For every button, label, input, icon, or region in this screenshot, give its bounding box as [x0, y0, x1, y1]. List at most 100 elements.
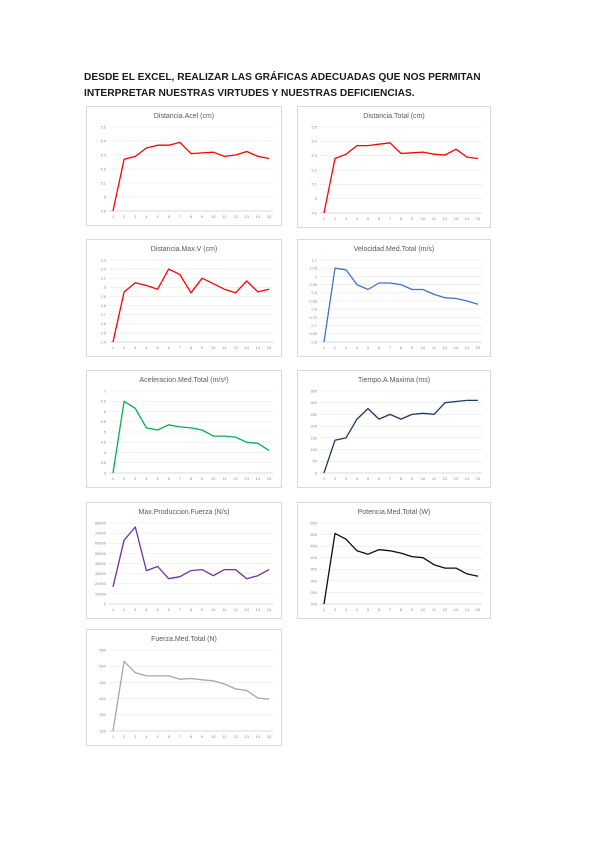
x-tick-label: 9: [201, 607, 204, 612]
y-tick-label: 4.9: [100, 208, 106, 213]
chart-distancia-max-v: Distancia.Max.V (cm) 2.4 2.5 2.6 2.7 2.8 2.9 3 3…: [86, 239, 282, 357]
y-tick-label: 0: [315, 470, 318, 475]
x-tick-label: 6: [168, 607, 171, 612]
y-tick-label: 0.9: [311, 290, 317, 295]
page-heading: DESDE EL EXCEL, REALIZAR LAS GRÁFICAS AD…: [84, 72, 481, 99]
chart-svg: Velocidad.Med.Total (m/s) 0.6 0.65 0.7 0.75 0…: [309, 246, 482, 350]
x-tick-label: 12: [443, 345, 448, 350]
x-tick-label: 10: [421, 345, 426, 350]
x-tick-label: 5: [156, 214, 159, 219]
chart-potencia-med-total: Potencia.Med.Total (W) 200 250 300 350 400 450…: [297, 502, 491, 619]
x-tick-label: 8: [190, 345, 193, 350]
y-tick-label: 5.2: [100, 166, 106, 171]
y-tick-label: 1.05: [309, 266, 318, 271]
x-tick-label: 9: [201, 734, 204, 739]
y-tick-label: 450: [310, 544, 317, 549]
y-tick-label: 300: [310, 400, 317, 405]
x-tick-label: 6: [168, 345, 171, 350]
y-tick-label: 3.5: [100, 460, 106, 465]
x-tick-label: 6: [168, 214, 171, 219]
x-tick-label: 11: [222, 607, 227, 612]
y-tick-label: 3.3: [100, 257, 106, 262]
x-tick-label: 9: [411, 345, 414, 350]
y-tick-label: 3: [104, 470, 107, 475]
y-tick-label: 0.85: [309, 298, 318, 303]
x-tick-label: 10: [211, 607, 216, 612]
y-tick-label: 5.4: [100, 138, 106, 143]
x-tick-label: 15: [267, 734, 272, 739]
x-tick-label: 7: [389, 345, 392, 350]
y-tick-label: 60000: [95, 541, 107, 546]
x-tick-label: 11: [222, 345, 227, 350]
y-tick-label: 5.5: [100, 419, 106, 424]
x-tick-label: 11: [222, 214, 227, 219]
chart-distancia-acel: Distancia.Acel (cm) 4.9 5 5.1 5.2 5.3 5.4 5.5 1 2…: [86, 106, 282, 226]
x-tick-label: 7: [389, 607, 392, 612]
chart-tiempo-a-maxima: Tiempo.A.Maxima (ms) 0 50 100 150 200 250 300 35…: [297, 370, 491, 488]
y-tick-label: 4: [104, 450, 107, 455]
series-line: [112, 526, 270, 587]
y-tick-label: 350: [310, 388, 317, 393]
series-line: [112, 141, 270, 212]
x-tick-label: 2: [123, 607, 126, 612]
x-tick-label: 4: [145, 214, 148, 219]
x-tick-label: 6: [378, 345, 381, 350]
x-tick-label: 8: [400, 476, 403, 481]
x-tick-label: 11: [222, 476, 227, 481]
x-tick-label: 12: [443, 607, 448, 612]
x-tick-label: 9: [411, 476, 414, 481]
chart-title: Aceleracion.Med.Total (m/s²): [139, 377, 228, 384]
x-tick-label: 9: [201, 345, 204, 350]
x-tick-label: 15: [267, 607, 272, 612]
y-tick-label: 250: [310, 412, 317, 417]
y-tick-label: 4.9: [311, 210, 317, 215]
y-tick-label: 100: [310, 447, 317, 452]
chart-distancia-total: Distancia.Total (cm) 4.9 5 5.1 5.2 5.3 5.4 5.5 1…: [297, 106, 491, 228]
x-tick-label: 7: [179, 476, 182, 481]
x-tick-label: 15: [267, 345, 272, 350]
x-tick-label: 2: [334, 476, 337, 481]
y-tick-label: 200: [310, 601, 317, 606]
y-tick-label: 6: [104, 409, 107, 414]
y-tick-label: 1.1: [311, 257, 317, 262]
x-tick-label: 3: [345, 345, 348, 350]
y-tick-label: 200: [310, 424, 317, 429]
y-tick-label: 0.6: [311, 339, 317, 344]
x-tick-label: 4: [356, 476, 359, 481]
x-tick-label: 6: [168, 734, 171, 739]
x-tick-label: 1: [112, 214, 115, 219]
series-line: [112, 400, 270, 474]
y-tick-label: 5.3: [311, 153, 317, 158]
x-tick-label: 3: [134, 476, 137, 481]
y-tick-label: 3.2: [100, 267, 106, 272]
y-tick-label: 2.4: [100, 339, 106, 344]
chart-svg: Potencia.Med.Total (W)200250300350400450…: [310, 509, 482, 612]
series-line: [112, 660, 270, 732]
x-tick-label: 4: [356, 216, 359, 221]
series-line: [323, 267, 479, 343]
x-tick-label: 5: [367, 345, 370, 350]
y-tick-label: 20000: [95, 581, 107, 586]
x-tick-label: 1: [112, 345, 115, 350]
y-tick-label: 400: [99, 696, 106, 701]
y-tick-label: 5.4: [311, 139, 317, 144]
x-tick-label: 2: [334, 345, 337, 350]
y-tick-label: 5.5: [311, 124, 317, 129]
x-tick-label: 7: [179, 214, 182, 219]
chart-title: Potencia.Med.Total (W): [358, 509, 431, 516]
chart-svg: Distancia.Max.V (cm) 2.4 2.5 2.6 2.7 2.8 2.9 3 3…: [100, 246, 273, 350]
y-tick-label: 5.3: [100, 152, 106, 157]
y-tick-label: 0.7: [311, 323, 317, 328]
x-tick-label: 14: [256, 214, 261, 219]
y-tick-label: 5: [104, 429, 107, 434]
x-tick-label: 5: [367, 607, 370, 612]
x-tick-label: 3: [345, 607, 348, 612]
y-tick-label: 150: [310, 435, 317, 440]
y-tick-label: 3.1: [100, 276, 106, 281]
x-tick-label: 13: [454, 345, 459, 350]
y-tick-label: 40000: [95, 561, 107, 566]
y-tick-label: 0.75: [309, 315, 318, 320]
y-tick-label: 0.95: [309, 282, 318, 287]
x-tick-label: 7: [389, 216, 392, 221]
